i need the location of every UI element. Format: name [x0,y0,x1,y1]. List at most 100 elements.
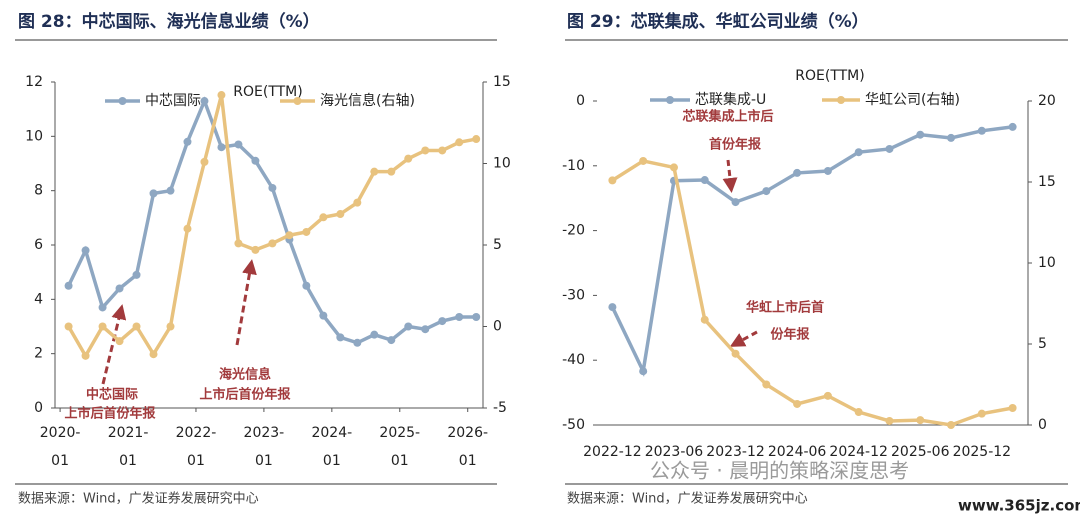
point [421,325,430,334]
point [200,157,209,166]
point [353,198,362,207]
legend-marker [666,96,674,104]
point [268,239,277,248]
x-tick-label: 2026-01 [447,425,488,469]
x-tick-label: 2023-12 [706,444,765,460]
point [132,270,141,279]
site-mark: www.365jz.com [958,497,1080,515]
point [166,322,175,331]
point [823,391,832,400]
y-tick-label: 2 [34,346,43,362]
point [268,183,277,192]
point [472,312,481,321]
point [98,303,107,312]
y-tick-label: -10 [562,158,585,174]
point [149,189,158,198]
point [353,338,362,347]
y2-tick-label: 15 [493,74,511,90]
point [217,91,226,100]
series-line [67,96,477,345]
arrow [722,159,738,193]
y2-tick-label: 5 [493,237,502,253]
point [977,409,986,418]
legend-label: 华虹公司(右轴) [865,92,960,108]
legend-label: 芯联集成-U [695,91,766,108]
point [81,246,90,255]
y-tick-label: 0 [576,93,585,109]
point [183,224,192,233]
point [885,416,894,425]
point [81,351,90,360]
arrow [101,304,127,385]
point [421,146,430,155]
point [404,322,413,331]
point [319,311,328,320]
point [64,322,73,331]
figure-title: 图 29：芯联集成、华虹公司业绩（%） [567,11,869,32]
point [438,317,447,326]
annotation: 首份年报 [709,137,762,153]
y2-tick-label: 5 [1038,336,1047,352]
annotation: 上市后首份年报 [199,387,291,403]
point [370,330,379,339]
point [302,281,311,290]
point [916,416,925,425]
legend-label: 海光信息(右轴) [320,92,415,109]
x-tick-label: 2021-01 [108,425,149,469]
x-tick-label: 2023-06 [645,444,704,460]
x-tick-label: 2022-01 [176,425,217,469]
point [336,333,345,342]
point [1008,122,1017,131]
x-tick-label: 2022-12 [583,444,642,460]
annotation: 海光信息 [219,367,271,383]
point [731,198,740,207]
point [302,227,311,236]
point [854,408,863,417]
point [251,156,260,165]
y-tick-label: 8 [34,183,43,199]
series-line [67,94,477,360]
series-line [611,159,1013,427]
x-tick-label: 2024-01 [311,425,352,469]
chart-title: ROE(TTM) [233,84,302,100]
chart-title: ROE(TTM) [795,68,864,84]
y2-tick-label: 0 [493,319,502,335]
point [132,322,141,331]
annotation: 上市后首份年报 [64,406,156,422]
point [149,350,158,359]
point [336,210,345,219]
point [700,176,709,185]
x-tick-label: 2024-06 [768,444,827,460]
x-tick-label: 2024-12 [829,444,888,460]
point [793,168,802,177]
y2-tick-label: 10 [493,156,511,172]
point [608,303,617,312]
point [455,138,464,147]
point [319,213,328,222]
y2-tick-label: 15 [1038,174,1056,190]
legend-marker [837,96,845,104]
y-tick-label: -50 [562,417,585,433]
point [404,154,413,163]
point [916,130,925,139]
y-tick-label: 10 [25,128,43,144]
point [285,231,294,240]
y-tick-label: -30 [562,287,585,303]
point [472,135,481,144]
x-tick-label: 2023-01 [244,425,285,469]
point [234,239,243,248]
y2-tick-label: 10 [1038,255,1056,271]
y2-tick-label: -5 [493,400,507,416]
y-tick-label: 12 [25,74,43,90]
y-tick-label: -40 [562,352,585,368]
point [947,133,956,142]
y-tick-label: 0 [34,400,43,416]
point [669,163,678,172]
y2-tick-label: 20 [1038,93,1056,109]
annotation: 中芯国际 [86,387,138,403]
x-tick-label: 2025-12 [953,444,1012,460]
point [387,336,396,345]
point [455,312,464,321]
point [166,186,175,195]
